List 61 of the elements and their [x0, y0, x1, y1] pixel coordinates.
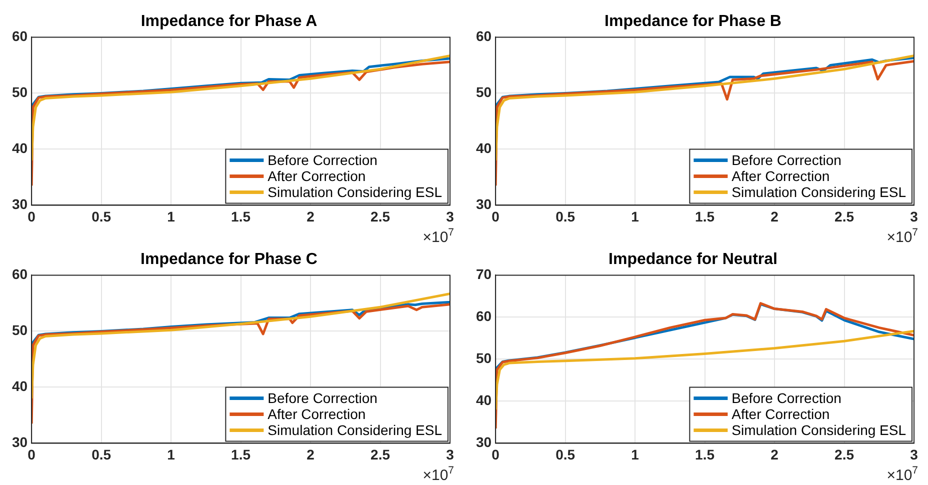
y-tick-label: 50: [12, 84, 28, 100]
x-tick-label: 1.5: [231, 446, 251, 462]
y-tick-label: 30: [12, 196, 28, 212]
y-tick-label: 30: [12, 434, 28, 450]
y-tick-label: 30: [476, 434, 492, 450]
x-tick-label: 3: [910, 446, 918, 462]
legend-label: Before Correction: [732, 390, 842, 406]
x-tick-label: 0: [492, 208, 500, 224]
x-tick-label: 2: [306, 208, 315, 224]
chart-title: Impedance for Neutral: [608, 251, 778, 268]
legend-label: Simulation Considering ESL: [732, 184, 906, 200]
legend-label: After Correction: [732, 406, 830, 422]
x-tick-label: 0.5: [556, 208, 576, 224]
legend-label: After Correction: [732, 168, 830, 184]
chart-title: Impedance for Phase C: [140, 251, 318, 268]
x-tick-label: 1.5: [695, 208, 715, 224]
x-tick-label: 2.5: [370, 208, 390, 224]
x-tick-label: 3: [910, 208, 918, 224]
x-tick-label: 0: [492, 446, 500, 462]
x-tick-label: 0.5: [92, 446, 112, 462]
x-tick-label: 0.5: [556, 446, 576, 462]
x-tick-label: 1.5: [231, 208, 251, 224]
x-tick-label: 1: [167, 446, 176, 462]
y-tick-label: 60: [476, 308, 492, 324]
x-tick-label: 2: [770, 446, 779, 462]
y-tick-label: 50: [12, 322, 28, 338]
y-tick-label: 60: [476, 28, 492, 44]
x-tick-label: 2: [306, 446, 315, 462]
x-tick-label: 1.5: [695, 446, 715, 462]
x-tick-label: 0.5: [92, 208, 112, 224]
x-tick-label: 2: [770, 208, 779, 224]
y-tick-label: 50: [476, 350, 492, 366]
y-tick-label: 50: [476, 84, 492, 100]
y-tick-label: 40: [12, 378, 28, 394]
x-tick-label: 2.5: [370, 446, 390, 462]
x-tick-label: 2.5: [834, 208, 854, 224]
x-tick-label: 1: [631, 208, 640, 224]
x-tick-label: 1: [631, 446, 640, 462]
legend-label: Simulation Considering ESL: [268, 184, 442, 200]
y-tick-label: 30: [476, 196, 492, 212]
legend-label: Before Correction: [732, 152, 842, 168]
y-tick-label: 60: [12, 266, 28, 282]
x-tick-label: 0: [28, 208, 36, 224]
legend-label: After Correction: [268, 406, 366, 422]
legend-label: Before Correction: [268, 152, 378, 168]
legend-label: Simulation Considering ESL: [732, 422, 906, 438]
x-tick-label: 0: [28, 446, 36, 462]
x-tick-label: 2.5: [834, 446, 854, 462]
y-tick-label: 70: [476, 266, 492, 282]
chart-title: Impedance for Phase B: [604, 13, 782, 30]
x-tick-label: 1: [167, 208, 176, 224]
x-tick-label: 3: [446, 208, 454, 224]
y-tick-label: 60: [12, 28, 28, 44]
y-tick-label: 40: [12, 140, 28, 156]
legend-label: Simulation Considering ESL: [268, 422, 442, 438]
legend-label: Before Correction: [268, 390, 378, 406]
y-tick-label: 40: [476, 392, 492, 408]
x-tick-label: 3: [446, 446, 454, 462]
y-tick-label: 40: [476, 140, 492, 156]
chart-title: Impedance for Phase A: [140, 13, 318, 30]
legend-label: After Correction: [268, 168, 366, 184]
